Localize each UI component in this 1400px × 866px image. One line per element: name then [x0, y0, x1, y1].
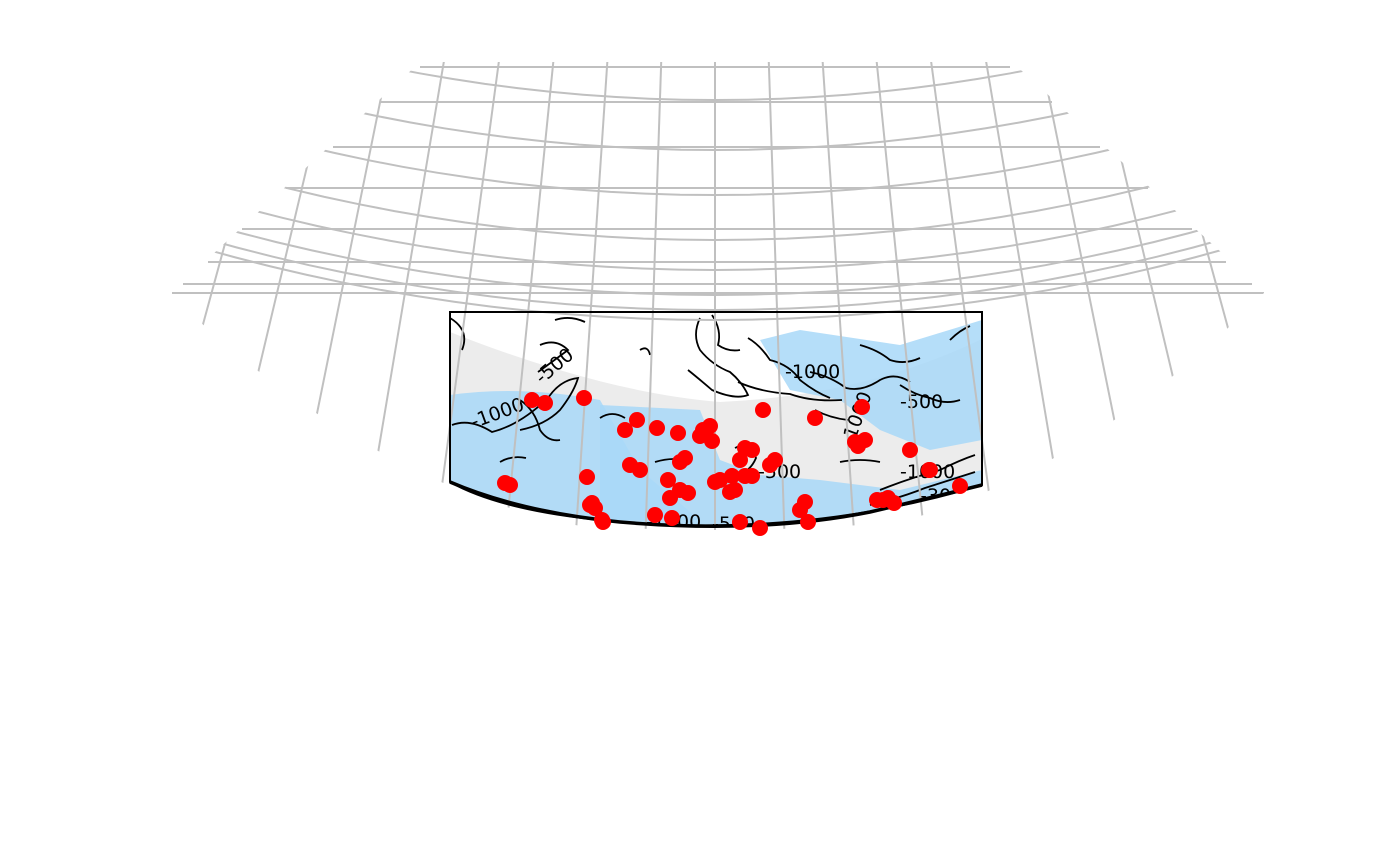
point-marker [792, 502, 808, 518]
point-marker [537, 395, 553, 411]
contour-label: -1000 [785, 361, 840, 383]
point-marker [672, 482, 688, 498]
point-marker [617, 422, 633, 438]
point-marker [922, 462, 938, 478]
graticule-meridian [233, 62, 344, 474]
point-marker [807, 410, 823, 426]
point-marker [677, 450, 693, 466]
point-marker [755, 402, 771, 418]
graticule-meridian [1086, 62, 1197, 474]
point-marker [854, 399, 870, 415]
graticule-meridian [1240, 62, 1265, 416]
point-marker [732, 514, 748, 530]
point-marker [524, 392, 540, 408]
point-marker [875, 492, 891, 508]
point-marker [576, 390, 592, 406]
point-marker [660, 472, 676, 488]
point-marker [649, 420, 665, 436]
point-marker [800, 514, 816, 530]
graticule-meridian [506, 62, 556, 520]
graticule-parallel [170, 162, 1265, 312]
point-marker [744, 468, 760, 484]
point-marker [632, 462, 648, 478]
point-marker [722, 484, 738, 500]
point-marker [664, 510, 680, 526]
graticule-meridian [1292, 0, 1400, 392]
graticule-parallel [170, 97, 1265, 242]
graticule-meridian [1189, 62, 1265, 438]
graticule-meridian [575, 62, 609, 526]
point-marker [902, 442, 918, 458]
point-marker [647, 507, 663, 523]
point-marker [752, 520, 768, 536]
graticule-meridian [437, 62, 502, 512]
graticule-meridian [300, 62, 397, 489]
graticule-meridian [821, 62, 855, 526]
point-marker [712, 472, 728, 488]
point-marker [582, 497, 598, 513]
point-marker [629, 412, 645, 428]
graticule-meridian [170, 62, 241, 438]
graticule-parallel [88, 0, 1342, 60]
graticule-parallel [170, 148, 1265, 297]
point-marker [502, 477, 518, 493]
graticule-meridian [767, 62, 786, 529]
graticule-meridian [644, 62, 663, 529]
graticule-meridian [0, 0, 138, 392]
point-marker [595, 514, 611, 530]
graticule-meridian [0, 0, 88, 366]
point-marker [847, 434, 863, 450]
coastlines [450, 314, 976, 506]
point-marker [732, 452, 748, 468]
graticule-meridian [170, 62, 190, 416]
point-marker [767, 452, 783, 468]
point-marker [695, 422, 711, 438]
graticule-meridian [1342, 0, 1400, 366]
contour-label: -500 [900, 391, 943, 413]
markers [497, 390, 968, 536]
point-marker [670, 425, 686, 441]
point-marker [579, 469, 595, 485]
graticule-meridian [874, 62, 924, 520]
point-marker [744, 442, 760, 458]
point-marker [952, 478, 968, 494]
point-marker [704, 433, 720, 449]
southern-coast-outline [449, 480, 983, 528]
graticule-meridian [368, 62, 449, 502]
graticule-meridian [981, 62, 1062, 502]
graticule-meridian [1033, 62, 1130, 489]
